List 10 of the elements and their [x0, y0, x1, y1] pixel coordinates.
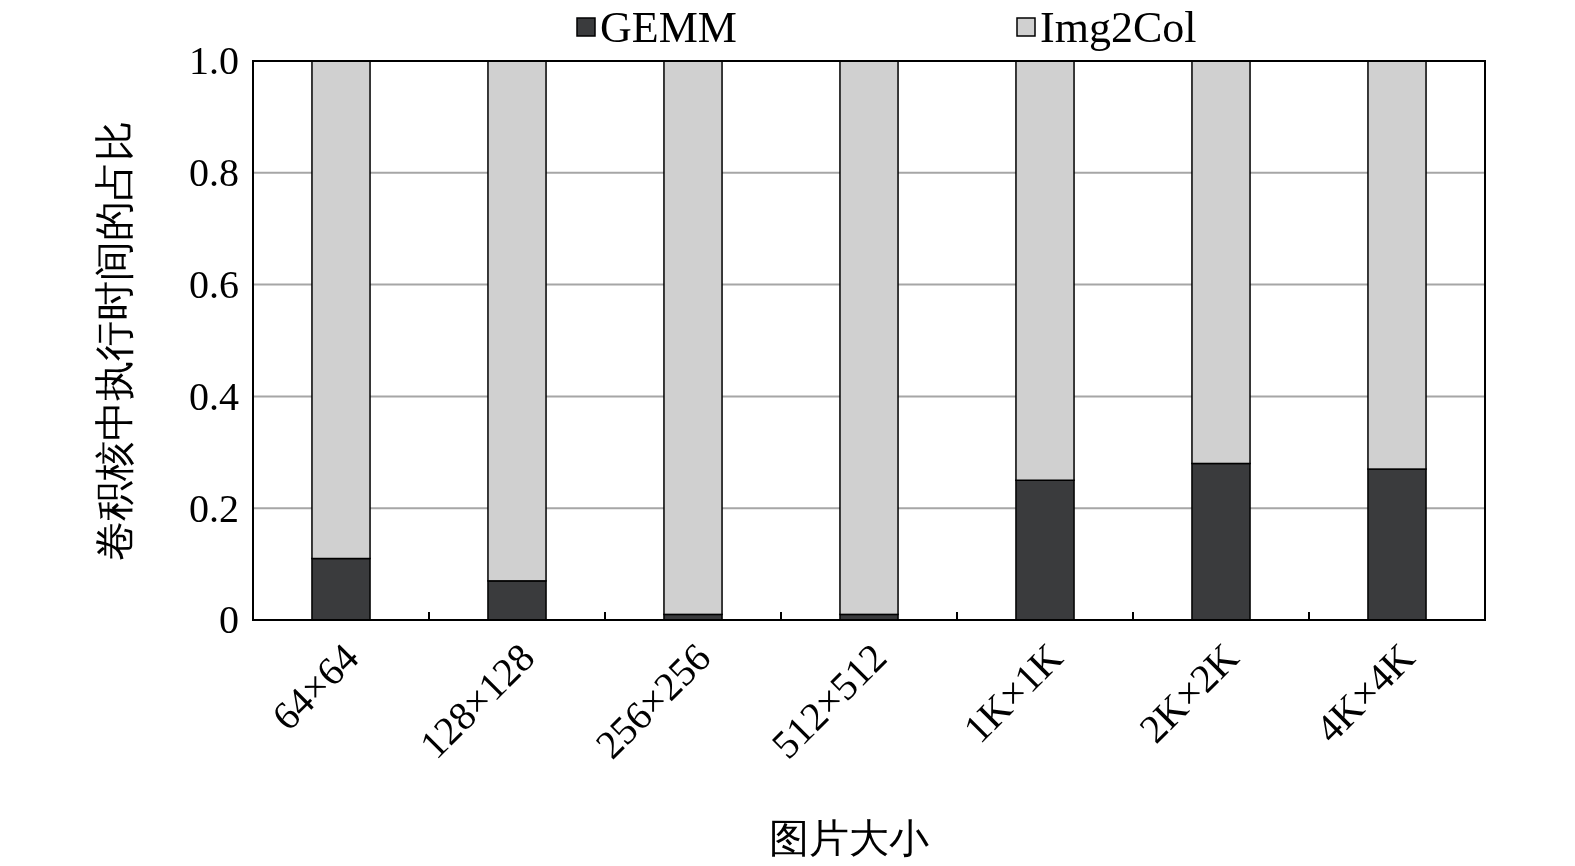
y-tick-label: 0.8 [189, 150, 239, 196]
y-axis-title: 卷积核中执行时间的占比 [92, 120, 137, 561]
y-tick-label: 0.4 [189, 373, 239, 419]
y-tick-label: 1.0 [189, 38, 239, 84]
legend-label: Img2Col [1040, 3, 1197, 52]
y-tick-label: 0 [219, 597, 239, 643]
legend-label: GEMM [600, 3, 737, 52]
y-tick-label: 0.6 [189, 261, 239, 307]
y-tick-label: 0.2 [189, 485, 239, 531]
x-axis-title: 图片大小 [769, 816, 929, 861]
